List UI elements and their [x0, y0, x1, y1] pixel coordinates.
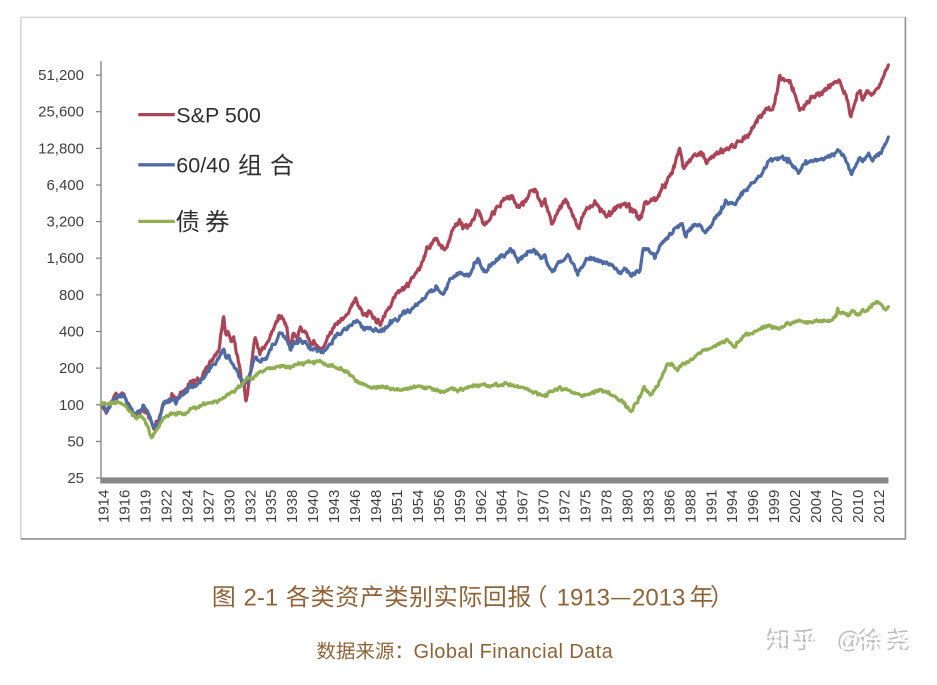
svg-text:1932: 1932	[242, 490, 259, 523]
svg-text:2010: 2010	[850, 490, 867, 523]
svg-text:50: 50	[67, 433, 84, 450]
svg-text:2013: 2013	[632, 584, 685, 611]
svg-text:1951: 1951	[389, 490, 406, 523]
svg-text:800: 800	[59, 287, 84, 304]
svg-text:1983: 1983	[640, 490, 657, 523]
svg-text:400: 400	[59, 324, 84, 341]
svg-text:1959: 1959	[452, 490, 469, 523]
svg-text:1956: 1956	[431, 490, 448, 523]
svg-text:@: @	[837, 627, 861, 654]
svg-text:1980: 1980	[620, 490, 637, 523]
svg-text:S&P 500: S&P 500	[176, 103, 261, 127]
svg-text:1954: 1954	[410, 490, 427, 523]
svg-text:2004: 2004	[808, 490, 825, 523]
svg-text:1946: 1946	[347, 490, 364, 523]
svg-text:1,600: 1,600	[46, 250, 84, 267]
svg-text:1970: 1970	[536, 490, 553, 523]
svg-text:1922: 1922	[159, 490, 176, 523]
svg-text:1972: 1972	[557, 490, 574, 523]
svg-text:2012: 2012	[871, 490, 888, 523]
svg-text:200: 200	[59, 360, 84, 377]
svg-text:2-1: 2-1	[244, 584, 279, 611]
svg-text:1948: 1948	[368, 490, 385, 523]
svg-text:1914: 1914	[96, 490, 113, 523]
svg-text:1994: 1994	[724, 490, 741, 523]
svg-text:25,600: 25,600	[38, 104, 84, 121]
svg-text:12,800: 12,800	[38, 140, 84, 157]
svg-text:1943: 1943	[326, 490, 343, 523]
svg-text:25: 25	[67, 470, 84, 487]
svg-text:1935: 1935	[263, 490, 280, 523]
svg-text:1962: 1962	[473, 490, 490, 523]
svg-text:@: @	[839, 630, 863, 657]
svg-text:1964: 1964	[494, 490, 511, 523]
svg-text:100: 100	[59, 397, 84, 414]
svg-text:1978: 1978	[599, 490, 616, 523]
svg-text:6,400: 6,400	[46, 177, 84, 194]
svg-text:1940: 1940	[305, 490, 322, 523]
svg-text:1999: 1999	[766, 490, 783, 523]
svg-text:1930: 1930	[221, 490, 238, 523]
svg-text:1919: 1919	[138, 490, 155, 523]
svg-text:2007: 2007	[829, 490, 846, 523]
svg-text:1913: 1913	[557, 584, 610, 611]
svg-text:1938: 1938	[284, 490, 301, 523]
svg-text:2002: 2002	[787, 490, 804, 523]
svg-text:1967: 1967	[515, 490, 532, 523]
svg-text:1996: 1996	[745, 490, 762, 523]
svg-text:60/40: 60/40	[176, 154, 230, 178]
svg-text:3,200: 3,200	[46, 214, 84, 231]
svg-text:1916: 1916	[117, 490, 134, 523]
svg-text:1986: 1986	[661, 490, 678, 523]
svg-text:1991: 1991	[703, 490, 720, 523]
svg-text:1924: 1924	[179, 490, 196, 523]
svg-text:Global Financial Data: Global Financial Data	[414, 641, 614, 663]
svg-text:51,200: 51,200	[38, 67, 84, 84]
svg-text:1927: 1927	[200, 490, 217, 523]
svg-text:1988: 1988	[682, 490, 699, 523]
svg-text:1975: 1975	[578, 490, 595, 523]
